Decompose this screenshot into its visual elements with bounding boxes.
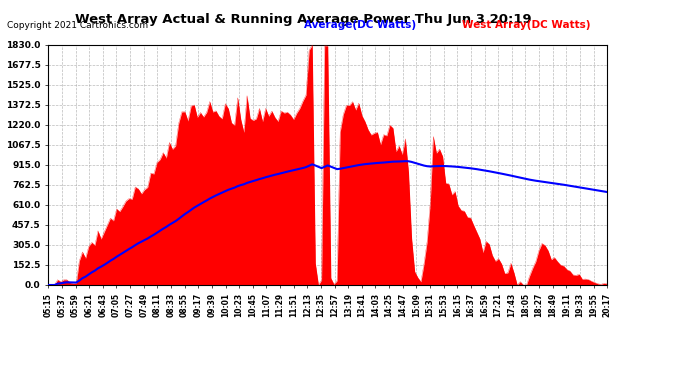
Text: Average(DC Watts): Average(DC Watts) (304, 20, 415, 30)
Text: Copyright 2021 Cartronics.com: Copyright 2021 Cartronics.com (7, 21, 148, 30)
Text: West Array Actual & Running Average Power Thu Jun 3 20:19: West Array Actual & Running Average Powe… (75, 13, 532, 26)
Text: West Array(DC Watts): West Array(DC Watts) (462, 20, 591, 30)
